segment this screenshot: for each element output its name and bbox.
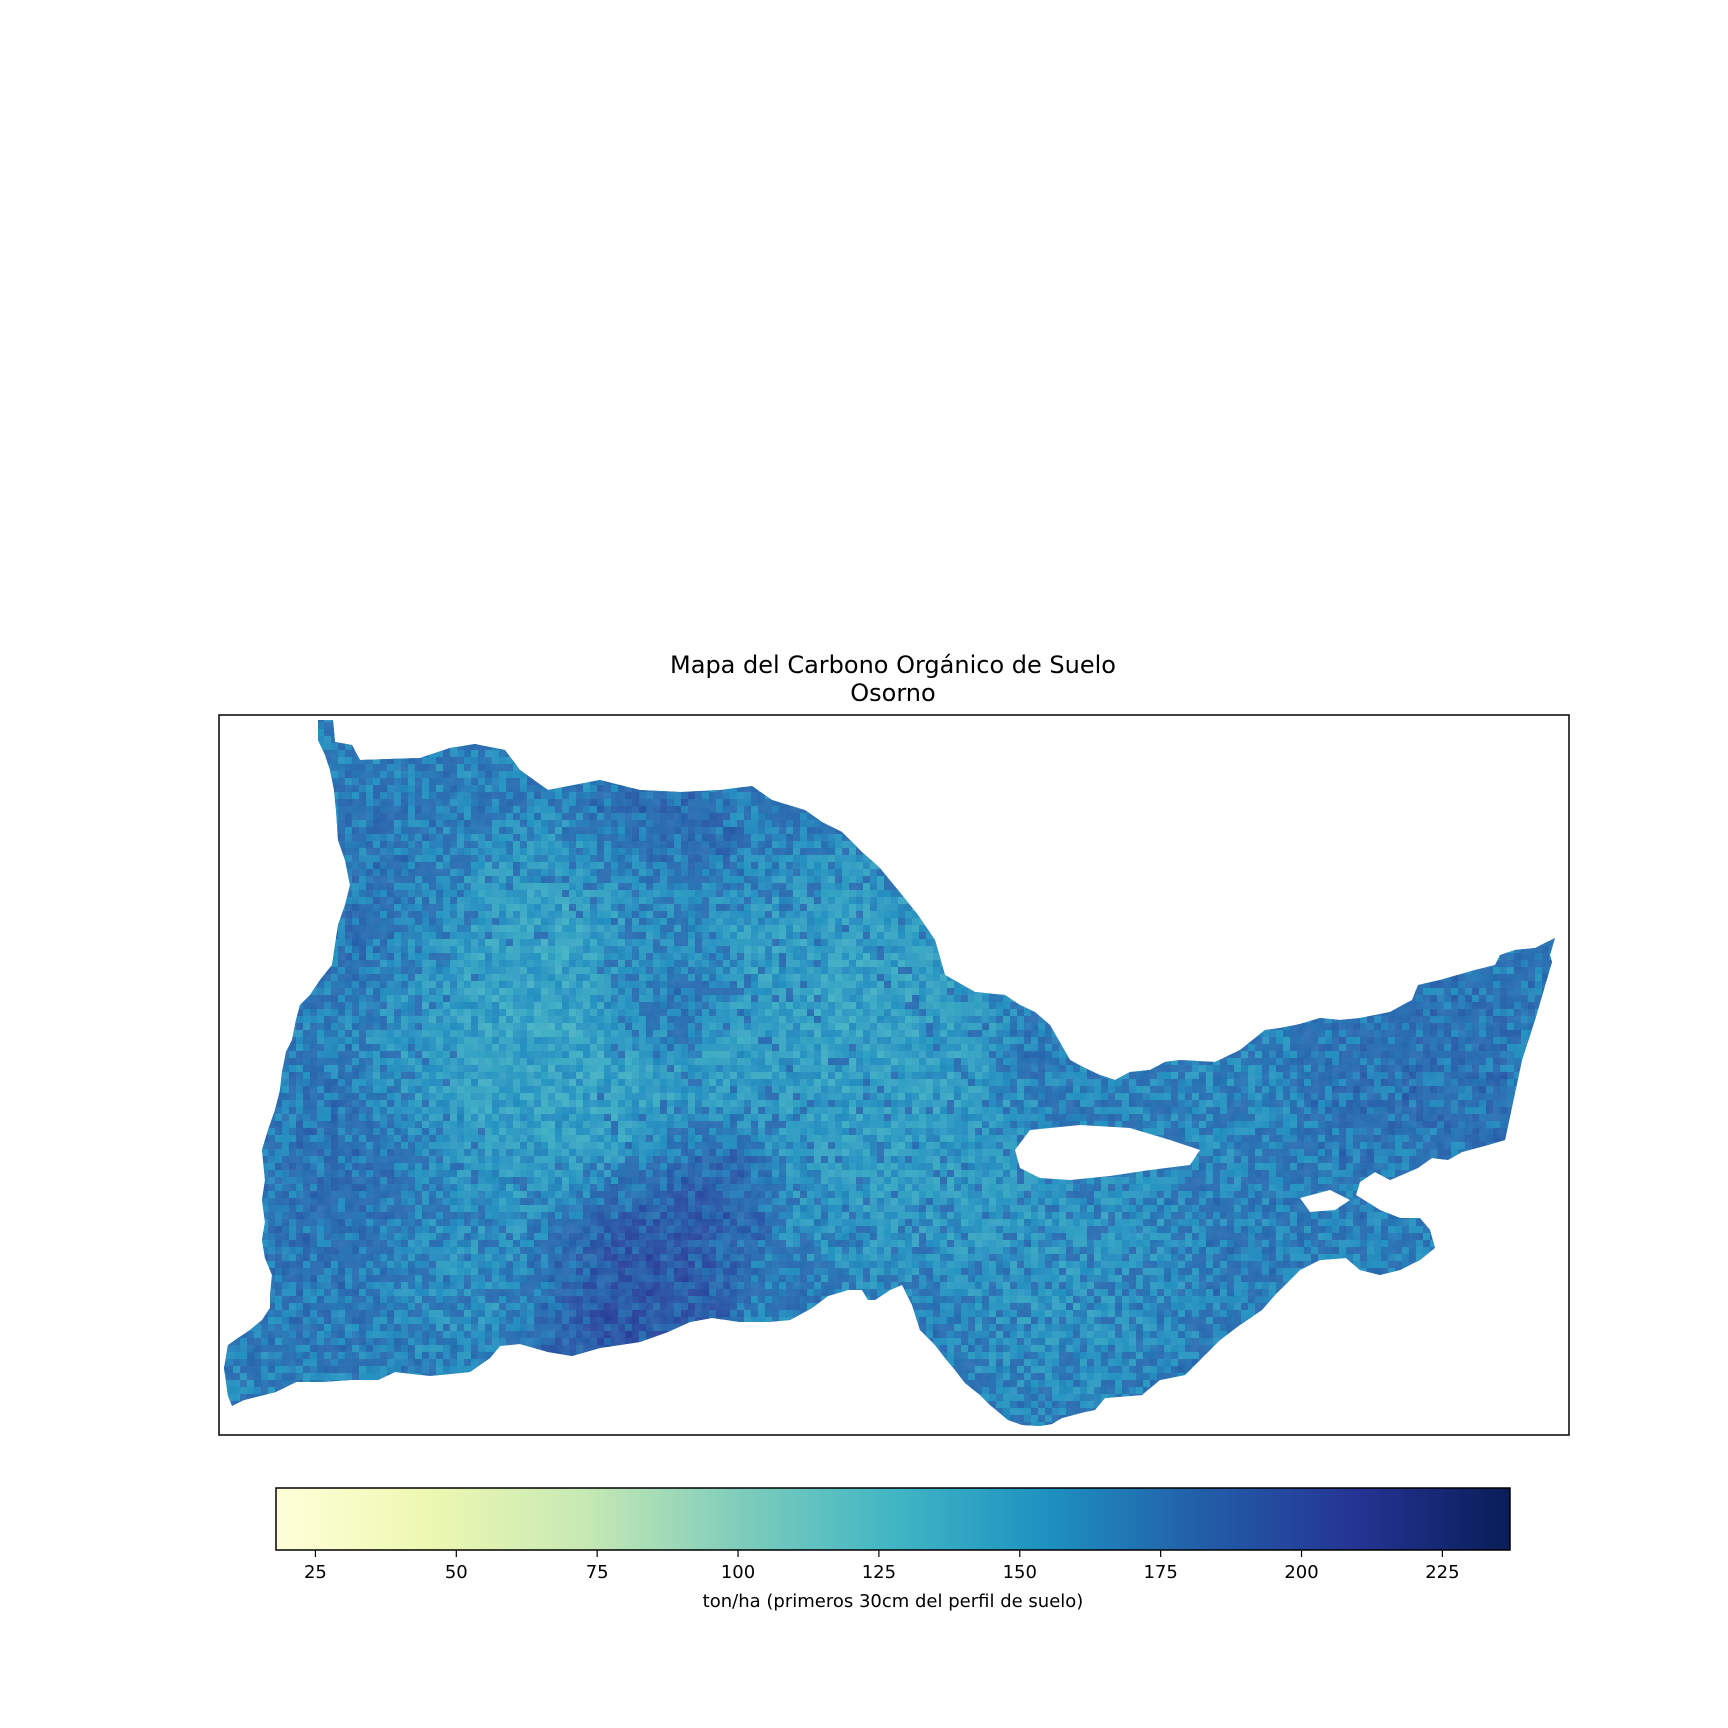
map-title: Mapa del Carbono Orgánico de Suelo bbox=[670, 651, 1116, 679]
map-subtitle: Osorno bbox=[850, 679, 935, 707]
